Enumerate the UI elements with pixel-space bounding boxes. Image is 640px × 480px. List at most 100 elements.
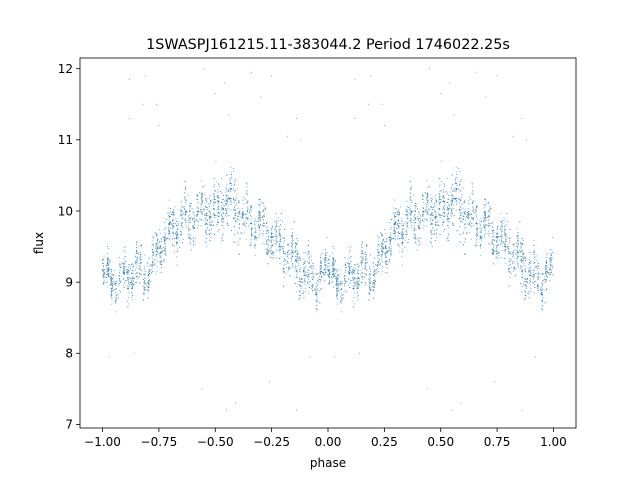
data-point: [242, 199, 244, 201]
data-point: [315, 287, 317, 289]
data-point: [493, 229, 494, 231]
data-point: [103, 255, 105, 257]
data-point: [131, 287, 133, 289]
data-point: [193, 223, 195, 225]
data-point: [131, 279, 133, 281]
data-point: [462, 207, 464, 209]
data-point: [357, 266, 359, 268]
data-point: [496, 229, 498, 231]
data-point: [115, 285, 117, 286]
data-point: [496, 240, 498, 242]
data-point: [539, 288, 541, 290]
data-point: [354, 264, 356, 266]
data-point: [171, 214, 173, 215]
data-point: [459, 201, 460, 203]
data-point: [383, 242, 385, 244]
data-point: [349, 265, 351, 267]
data-point: [123, 269, 125, 271]
data-point: [542, 283, 543, 285]
data-point: [471, 182, 473, 184]
data-point: [289, 268, 291, 270]
data-point: [135, 269, 136, 271]
data-point: [446, 177, 448, 179]
data-point: [358, 277, 360, 279]
data-point: [225, 215, 227, 216]
data-point: [198, 218, 200, 220]
data-point: [320, 279, 322, 281]
data-point: [296, 237, 298, 239]
data-point: [545, 272, 547, 274]
data-point: [290, 253, 292, 255]
data-point: [163, 260, 165, 262]
data-point: [204, 214, 206, 216]
data-point: [108, 267, 110, 269]
data-point: [475, 209, 477, 210]
data-point: [390, 246, 392, 247]
data-point: [397, 243, 399, 245]
data-point: [485, 199, 486, 201]
data-point: [246, 191, 248, 193]
data-point: [529, 275, 531, 276]
data-point: [505, 262, 506, 264]
data-point: [443, 212, 445, 214]
data-point: [348, 268, 350, 270]
data-point: [311, 270, 313, 272]
data-point: [442, 207, 444, 209]
data-point: [434, 211, 436, 213]
data-point: [169, 216, 171, 218]
data-point: [161, 251, 163, 253]
data-point: [435, 236, 437, 238]
data-point: [362, 252, 364, 254]
data-point: [366, 256, 367, 258]
data-point: [259, 215, 261, 217]
data-point: [504, 230, 506, 232]
data-point: [442, 199, 444, 201]
data-point: [113, 269, 115, 271]
data-point: [209, 224, 211, 226]
data-point: [131, 283, 133, 285]
data-point: [451, 198, 453, 200]
data-point: [205, 213, 207, 215]
data-point: [466, 232, 468, 234]
data-point: [287, 244, 289, 246]
data-point: [540, 292, 542, 294]
data-point: [332, 263, 334, 265]
data-point: [516, 260, 518, 262]
data-point: [468, 224, 470, 225]
data-point: [300, 281, 302, 283]
data-point: [130, 268, 131, 270]
data-point: [200, 197, 202, 199]
data-point: [172, 225, 174, 226]
data-point: [275, 236, 277, 238]
data-point: [270, 250, 272, 252]
data-point: [333, 274, 335, 276]
data-point: [530, 261, 532, 263]
data-point: [271, 236, 273, 238]
data-point: [320, 271, 322, 272]
data-point: [164, 243, 165, 245]
data-point: [166, 238, 167, 240]
data-point: [250, 216, 252, 218]
data-point: [392, 237, 394, 239]
data-point: [201, 211, 203, 213]
data-point: [237, 215, 239, 217]
data-point: [247, 208, 249, 210]
data-point: [418, 227, 419, 229]
data-point: [107, 245, 108, 247]
data-point: [322, 272, 324, 274]
data-point: [439, 194, 441, 196]
data-point: [397, 211, 399, 213]
data-point: [184, 208, 186, 210]
data-point: [508, 264, 510, 266]
data-point: [384, 229, 386, 231]
data-point: [155, 249, 157, 251]
data-point: [300, 279, 302, 281]
data-point: [348, 263, 350, 265]
data-point: [107, 272, 109, 274]
data-point: [302, 290, 304, 292]
data-point: [394, 212, 396, 214]
data-point: [186, 210, 188, 212]
data-point: [195, 237, 197, 239]
data-point: [409, 206, 411, 208]
data-point: [381, 259, 382, 261]
